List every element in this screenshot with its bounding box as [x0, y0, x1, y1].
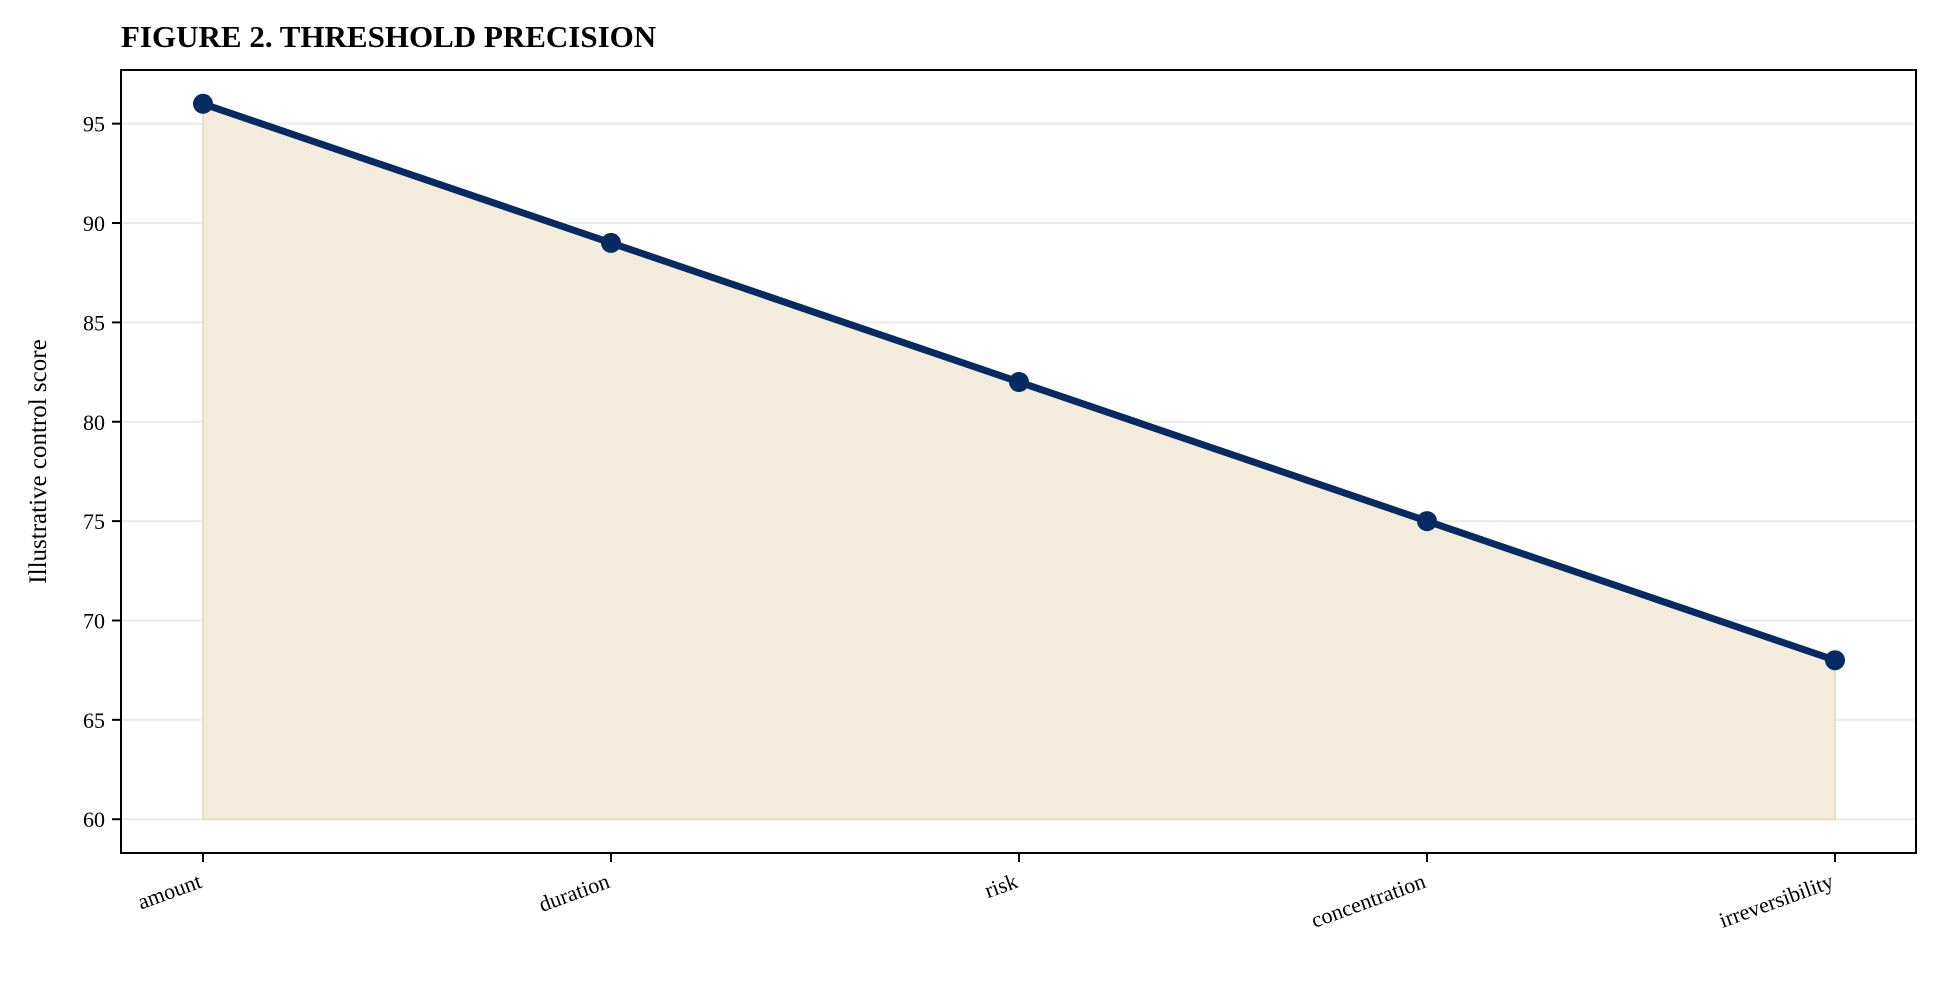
y-axis: 60 65 70 75 80 85 90 95	[83, 112, 121, 832]
x-tick-label-irreversibility: irreversibility	[1716, 868, 1837, 932]
x-tick-label-concentration: concentration	[1308, 868, 1429, 932]
x-tick-label-amount: amount	[134, 868, 205, 914]
data-point-duration	[601, 232, 621, 253]
y-axis-label: Illustrative control score	[25, 339, 52, 583]
y-tick-label-75: 75	[83, 509, 105, 534]
y-tick-label-90: 90	[83, 211, 105, 236]
y-tick-label-80: 80	[83, 410, 105, 435]
x-tick-label-risk: risk	[981, 868, 1021, 903]
y-tick-label-70: 70	[83, 608, 105, 633]
x-tick-label-duration: duration	[535, 868, 612, 917]
y-tick-label-85: 85	[83, 310, 105, 335]
y-tick-label-65: 65	[83, 708, 105, 733]
area-fill	[202, 102, 1836, 821]
x-axis: amount duration risk concentration irreversi…	[134, 853, 1837, 933]
data-point-irreversibility	[1825, 650, 1845, 671]
data-point-amount	[193, 93, 213, 114]
y-tick-label-60: 60	[83, 807, 105, 832]
data-point-risk	[1009, 372, 1029, 393]
chart-title: FIGURE 2. THRESHOLD PRECISION	[121, 19, 656, 54]
data-points	[193, 93, 1845, 671]
data-point-concentration	[1417, 511, 1437, 532]
y-tick-label-95: 95	[83, 112, 105, 137]
